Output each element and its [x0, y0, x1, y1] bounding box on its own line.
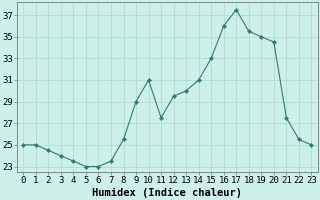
X-axis label: Humidex (Indice chaleur): Humidex (Indice chaleur): [92, 188, 242, 198]
